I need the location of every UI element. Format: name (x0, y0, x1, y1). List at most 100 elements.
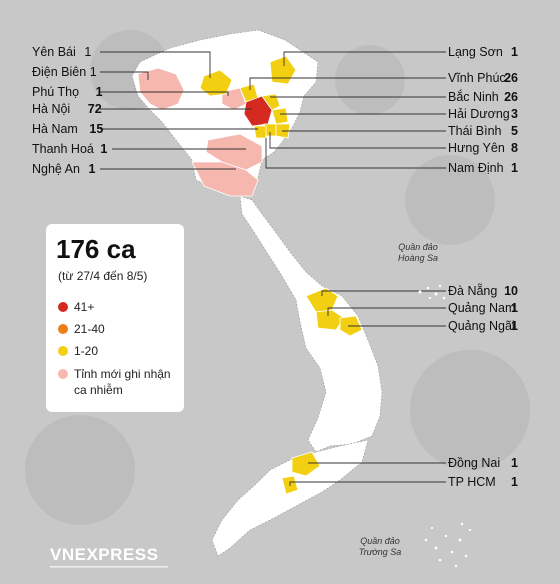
label-name: Quảng Nam (448, 301, 516, 315)
central-region (239, 195, 383, 453)
province-lang-son (269, 55, 297, 85)
province-dong-nai (291, 451, 321, 477)
label-nam-dinh: Nam Định 1 (448, 161, 518, 175)
label-count: 1 (88, 162, 96, 176)
label-name: Vĩnh Phúc (448, 71, 506, 85)
label-hai-duong: Hải Dương 3 (448, 107, 518, 121)
label-vinh-phuc: Vĩnh Phúc 26 (448, 71, 518, 85)
province-hai-duong (271, 107, 289, 125)
label-count: 5 (511, 124, 518, 138)
label-thai-binh: Thái Bình 5 (448, 124, 518, 138)
island-dots (418, 284, 472, 568)
label-count: 3 (511, 107, 518, 121)
label-count: 1 (511, 301, 518, 315)
label-name: Hưng Yên (448, 141, 505, 155)
label-name: Thái Bình (448, 124, 502, 138)
province-bac-ninh (261, 93, 281, 111)
label-count: 1 (511, 475, 518, 489)
legend-dot-orange (58, 324, 68, 334)
label-yen-bai: Yên Bái 1 (32, 45, 91, 59)
province-nghe-an (191, 161, 259, 197)
label-name: Hà Nam (32, 122, 78, 136)
label-count: 10 (504, 284, 518, 298)
label-count: 8 (511, 141, 518, 155)
legend-total: 176 ca (56, 234, 136, 264)
legend-date-range: (từ 27/4 đến 8/5) (58, 269, 148, 283)
legend-item-21-40: 21-40 (58, 322, 105, 336)
label-name: Thanh Hoá (32, 142, 94, 156)
legend-dot-pink (58, 369, 68, 379)
leader-yen-bai (100, 51, 211, 78)
vnexpress-logo: VNEXPRESS (50, 540, 172, 576)
leader-phu-tho (100, 91, 229, 96)
label-name: Nam Định (448, 161, 504, 175)
leader-vinh-phuc (249, 77, 446, 90)
south-region (211, 439, 369, 557)
leader-da-nang (321, 290, 446, 296)
legend-label: 1-20 (74, 344, 99, 358)
label-lang-son: Lạng Sơn 1 (448, 45, 518, 59)
label-quang-nam: Quảng Nam 1 (448, 301, 518, 315)
leader-nam-dinh (265, 138, 446, 169)
svg-text:VNEXPRESS: VNEXPRESS (50, 545, 158, 564)
legend-dot-red (58, 302, 68, 312)
label-hung-yen: Hưng Yên 8 (448, 141, 518, 155)
label-count: 72 (87, 102, 102, 116)
legend-label: 21-40 (74, 322, 105, 336)
label-name: Hải Dương (448, 107, 510, 121)
label-count: 1 (89, 65, 97, 79)
province-thanh-hoa (205, 133, 263, 171)
leader-lang-son (283, 51, 446, 66)
legend-item-1-20: 1-20 (58, 344, 98, 358)
province-yen-bai (199, 69, 233, 97)
leader-quang-nam (327, 307, 446, 316)
province-dien-bien (137, 67, 185, 111)
label-thanh-hoa: Thanh Hoá 1 (32, 142, 107, 156)
province-da-nang (305, 287, 339, 313)
hoang-sa-line2: Hoàng Sa (397, 253, 439, 263)
legend-label-line2: ca nhiễm (74, 383, 123, 397)
background-virus-pattern (25, 30, 530, 525)
label-count: 15 (89, 122, 104, 136)
legend-label: 41+ (74, 300, 95, 314)
label-ha-nam: Hà Nam 15 (32, 122, 103, 136)
legend-dot-yellow (58, 346, 68, 356)
label-count: 1 (95, 85, 103, 99)
label-name: Đà Nẵng (448, 284, 498, 298)
label-name: Điện Biên (32, 65, 87, 79)
label-name: Hà Nội (32, 102, 71, 116)
label-dien-bien: Điện Biên 1 (32, 65, 97, 79)
truong-sa-line2: Trường Sa (358, 547, 402, 557)
label-da-nang: Đà Nẵng 10 (448, 284, 518, 298)
leader-lines-right (249, 51, 446, 486)
label-name: Đồng Nai (448, 456, 501, 470)
leader-dien-bien (100, 71, 149, 80)
vnexpress-logo-mark: VNEXPRESS (50, 545, 168, 568)
label-count: 1 (511, 456, 518, 470)
label-quang-ngai: Quảng Ngãi 1 (448, 319, 518, 333)
label-nghe-an: Nghệ An 1 (32, 162, 95, 176)
label-count: 1 (511, 45, 518, 59)
label-count: 1 (511, 161, 518, 175)
label-name: Yên Bái (32, 45, 76, 59)
label-bac-ninh: Bắc Ninh 26 (448, 90, 518, 104)
label-count: 1 (84, 45, 92, 59)
label-name: Quảng Ngãi (448, 319, 515, 333)
label-phu-tho: Phú Thọ 1 (32, 85, 103, 99)
label-name: Phú Thọ (32, 85, 80, 99)
label-count: 26 (504, 90, 518, 104)
leader-hung-yen (269, 132, 446, 149)
hoang-sa-line1: Quần đảo (398, 242, 438, 252)
legend-label: Tỉnh mới ghi nhận (74, 367, 171, 381)
label-dong-nai: Đồng Nai 1 (448, 456, 518, 470)
truong-sa-label: Quần đảo Trường Sa (350, 536, 410, 558)
legend-item-new-province: Tỉnh mới ghi nhận ca nhiễm (58, 366, 171, 398)
truong-sa-line1: Quần đảo (360, 536, 400, 546)
label-tp-hcm: TP HCM 1 (448, 475, 518, 489)
label-count: 26 (504, 71, 518, 85)
label-count: 1 (100, 142, 108, 156)
label-count: 1 (511, 319, 518, 333)
leader-tp-hcm (289, 481, 446, 486)
label-ha-noi: Hà Nội 72 (32, 102, 102, 116)
